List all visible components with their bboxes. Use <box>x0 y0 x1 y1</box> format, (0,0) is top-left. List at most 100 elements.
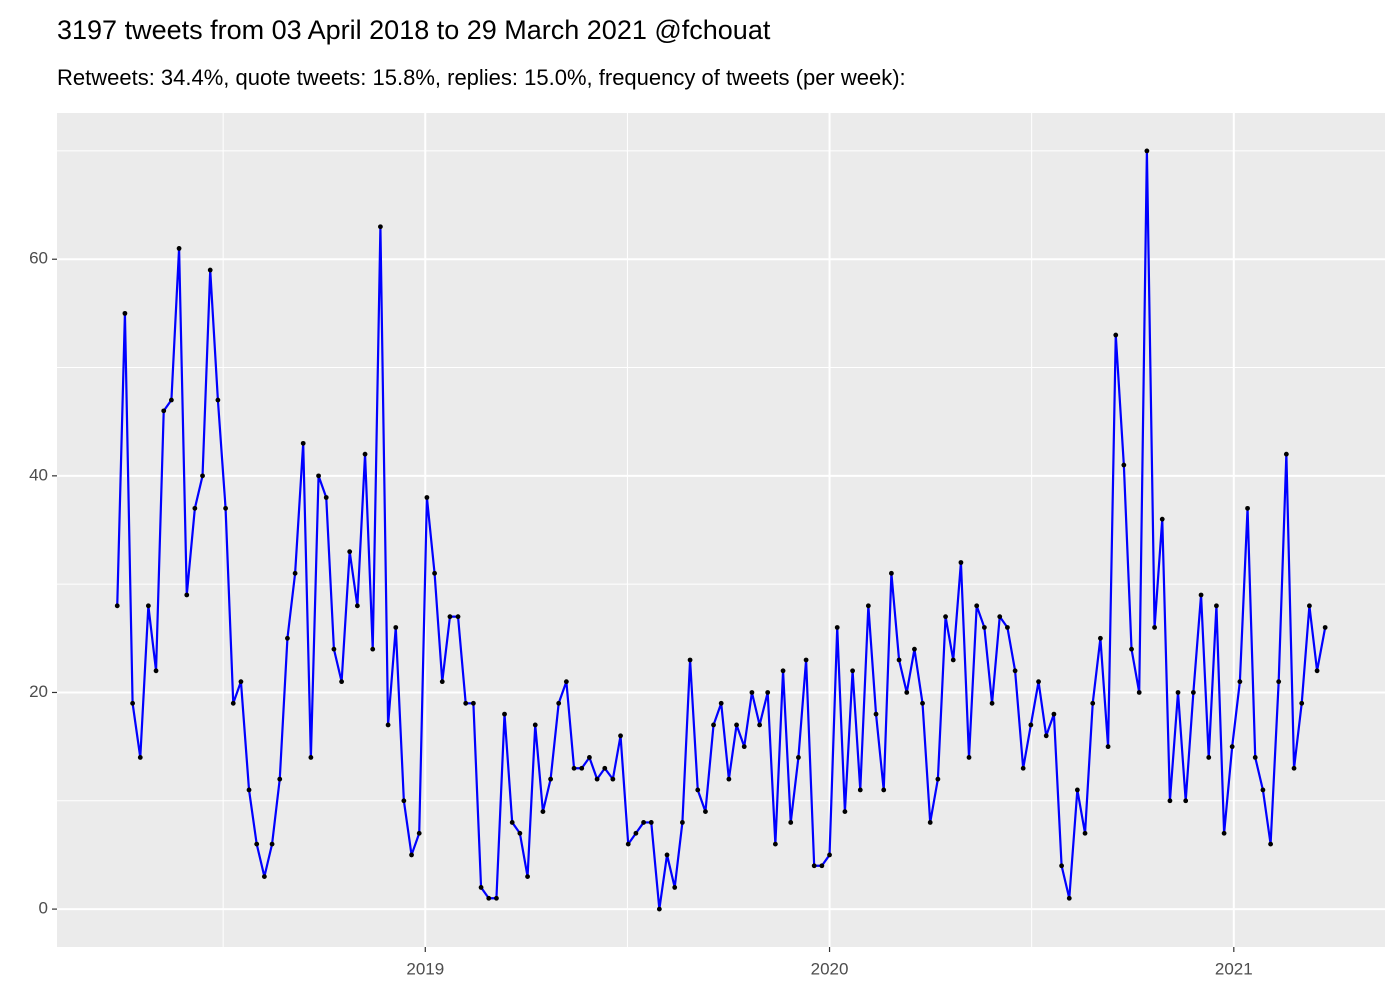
point <box>1144 148 1150 154</box>
point <box>610 776 616 782</box>
point <box>1097 635 1103 641</box>
point <box>316 473 321 479</box>
point <box>563 679 569 685</box>
point <box>277 776 283 782</box>
point <box>509 820 515 825</box>
point <box>718 700 724 706</box>
point <box>223 505 228 511</box>
y-tick-label: 0 <box>39 899 48 918</box>
point <box>370 646 376 652</box>
point <box>470 700 476 706</box>
point <box>664 852 670 858</box>
chart-title: 3197 tweets from 03 April 2018 to 29 Mar… <box>57 15 771 45</box>
point <box>633 830 639 836</box>
point <box>331 646 337 652</box>
point <box>556 700 562 706</box>
point <box>1059 863 1064 869</box>
x-tick-label: 2021 <box>1215 959 1253 978</box>
point <box>912 646 917 652</box>
point <box>1129 646 1134 652</box>
point <box>927 820 933 825</box>
point <box>695 787 701 793</box>
point <box>1113 332 1119 338</box>
point <box>393 625 399 630</box>
point <box>463 700 469 706</box>
point <box>703 809 708 815</box>
point <box>215 397 221 403</box>
point <box>587 755 592 760</box>
point <box>873 711 879 717</box>
point <box>772 841 778 847</box>
point <box>827 852 832 858</box>
point <box>1082 830 1088 836</box>
point <box>1260 787 1266 793</box>
point <box>161 408 167 414</box>
point <box>571 765 577 771</box>
point <box>285 635 290 641</box>
point <box>362 451 368 457</box>
point <box>424 495 430 500</box>
point <box>261 874 267 879</box>
point <box>997 614 1003 620</box>
point <box>114 603 120 609</box>
point <box>765 690 771 695</box>
point <box>1237 679 1243 685</box>
point <box>525 874 530 879</box>
point <box>1175 690 1181 695</box>
point <box>308 755 314 760</box>
point <box>1214 603 1219 609</box>
y-tick-label: 60 <box>29 249 48 268</box>
point <box>532 722 538 728</box>
point <box>292 570 298 576</box>
point <box>502 711 507 717</box>
point <box>130 700 135 706</box>
point <box>811 863 817 869</box>
y-tick-label: 40 <box>29 465 48 484</box>
point <box>950 657 956 663</box>
point <box>602 765 608 771</box>
x-tick-label: 2019 <box>406 959 444 978</box>
point <box>904 690 910 695</box>
point <box>935 776 941 782</box>
point <box>1043 733 1049 739</box>
point <box>625 841 631 847</box>
point <box>1028 722 1034 728</box>
point <box>656 906 662 912</box>
point <box>865 603 871 609</box>
point <box>618 733 623 739</box>
point <box>494 895 499 901</box>
point <box>803 657 809 663</box>
point <box>780 668 786 674</box>
point <box>734 722 739 728</box>
point <box>254 841 260 847</box>
point <box>1198 592 1204 598</box>
point <box>1051 711 1057 717</box>
point <box>137 755 143 760</box>
point <box>1121 462 1127 468</box>
point <box>1152 625 1157 630</box>
point <box>432 570 437 576</box>
point <box>238 679 244 685</box>
point <box>416 830 422 836</box>
point <box>200 473 205 479</box>
point <box>1012 668 1018 674</box>
point <box>1036 679 1041 685</box>
point <box>958 560 964 565</box>
point <box>966 755 972 760</box>
point <box>339 679 345 685</box>
point <box>145 603 151 609</box>
point <box>757 722 763 728</box>
point <box>1105 744 1111 750</box>
point <box>641 820 646 825</box>
point <box>741 744 747 750</box>
point <box>409 852 414 858</box>
panel <box>57 113 1385 947</box>
point <box>711 722 716 728</box>
point <box>169 397 174 403</box>
point <box>579 765 585 771</box>
point <box>726 776 732 782</box>
point <box>1206 755 1212 760</box>
point <box>323 495 329 500</box>
point <box>548 776 554 782</box>
